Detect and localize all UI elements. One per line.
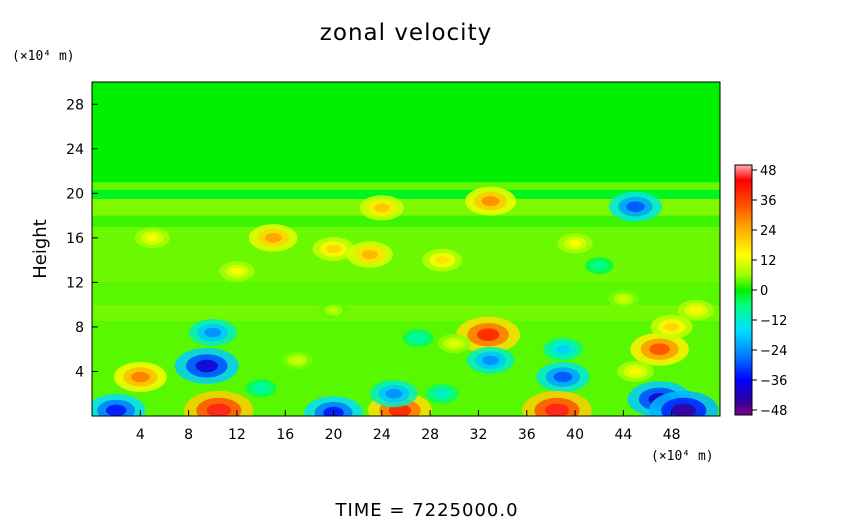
x-tick-label: 40 [566, 427, 584, 443]
data-feature [448, 340, 461, 347]
y-tick-label: 20 [66, 186, 84, 202]
data-feature [689, 306, 703, 314]
x-tick-label: 36 [518, 427, 536, 443]
data-feature [412, 334, 424, 342]
colorbar-tick-label: 48 [760, 164, 777, 179]
time-label: TIME = 7225000.0 [334, 500, 518, 519]
y-axis: 4 8 12 16 20 24 28 [66, 97, 98, 380]
data-feature [206, 403, 231, 416]
data-feature [326, 244, 341, 254]
texture-band [92, 198, 720, 216]
texture-band [92, 282, 720, 305]
feature-layer [92, 186, 719, 416]
texture-band [92, 215, 720, 227]
x-tick-label: 4 [136, 427, 145, 443]
data-feature [255, 385, 267, 392]
y-tick-label: 8 [75, 320, 84, 336]
plot-area [92, 82, 720, 416]
x-tick-label: 8 [184, 427, 193, 443]
y-axis-label: Height [30, 219, 51, 279]
data-feature [553, 371, 573, 383]
plot-frame [91, 81, 721, 417]
data-feature [481, 196, 500, 207]
data-feature [649, 343, 670, 355]
data-feature [435, 256, 450, 265]
x-tick-label: 24 [373, 427, 391, 443]
data-feature [230, 267, 244, 275]
data-feature [617, 295, 629, 303]
data-feature [568, 239, 582, 248]
colorbar-tick-label: 36 [760, 194, 777, 209]
y-units-label: (×10⁴ m) [12, 49, 75, 64]
colorbar: 48 36 24 12 0 −12 −24 −36 −48 [734, 164, 787, 419]
data-feature [626, 201, 645, 212]
data-feature [436, 390, 449, 398]
data-feature [264, 233, 282, 243]
texture-band [92, 189, 720, 199]
colorbar-tick-label: −36 [760, 374, 787, 389]
data-feature [594, 262, 605, 269]
data-feature [131, 371, 150, 383]
texture-band [92, 182, 720, 190]
colorbar-tick-label: 12 [760, 254, 777, 269]
colorbar-tick-label: 0 [760, 284, 768, 299]
texture-band [92, 226, 720, 283]
data-feature [374, 203, 390, 213]
data-feature [556, 345, 570, 354]
x-tick-label: 48 [663, 427, 681, 443]
data-feature [476, 328, 500, 342]
data-feature [146, 234, 159, 242]
y-tick-label: 28 [66, 97, 84, 113]
data-feature [544, 403, 570, 416]
data-feature [291, 357, 303, 364]
x-tick-label: 44 [614, 427, 632, 443]
texture-band [92, 304, 720, 322]
data-feature [361, 249, 378, 260]
colorbar-tick-label: −12 [760, 314, 787, 329]
x-tick-label: 28 [421, 427, 439, 443]
data-feature [482, 355, 499, 366]
y-tick-label: 24 [66, 142, 84, 158]
x-tick-label: 16 [276, 427, 294, 443]
x-tick-label: 12 [228, 427, 246, 443]
x-units-label: (×10⁴ m) [651, 449, 714, 464]
y-tick-label: 12 [66, 275, 84, 291]
texture-band [92, 82, 720, 183]
data-feature [664, 322, 680, 332]
data-feature [105, 404, 127, 416]
chart-title: zonal velocity [320, 20, 492, 46]
y-tick-label: 4 [75, 364, 84, 380]
data-feature [204, 327, 222, 338]
x-axis: 4 8 12 16 20 24 28 32 36 40 44 48 [136, 410, 681, 443]
data-feature [671, 403, 696, 416]
band-layer [92, 82, 720, 416]
y-tick-label: 16 [66, 231, 84, 247]
data-feature [195, 359, 218, 373]
data-feature [629, 367, 642, 376]
colorbar-tick-label: 24 [760, 224, 777, 239]
data-feature [385, 389, 403, 399]
x-tick-label: 20 [325, 427, 343, 443]
colorbar-gradient [734, 164, 753, 416]
data-feature [328, 307, 339, 314]
colorbar-tick-label: −48 [760, 404, 787, 419]
colorbar-ticks: 48 36 24 12 0 −12 −24 −36 −48 [752, 164, 787, 419]
x-tick-label: 32 [470, 427, 488, 443]
colorbar-tick-label: −24 [760, 344, 787, 359]
